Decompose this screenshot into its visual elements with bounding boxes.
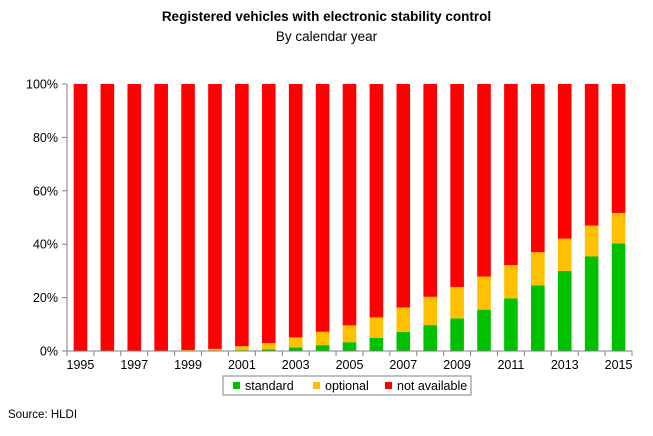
legend-box <box>222 375 472 396</box>
chart-title: Registered vehicles with electronic stab… <box>161 9 492 24</box>
y-tick-label: 0% <box>40 345 58 359</box>
bar-not-available-1999 <box>181 84 195 350</box>
bar-optional-2009 <box>450 286 464 319</box>
bar-optional-2012 <box>531 252 545 286</box>
bar-not-available-2003 <box>288 84 303 338</box>
bar-standard-2009 <box>450 318 464 351</box>
x-tick-label: 2001 <box>228 358 256 372</box>
bar-standard-2002 <box>261 349 276 351</box>
legend-label-standard: standard <box>245 379 294 393</box>
bar-standard-2003 <box>288 347 303 351</box>
bar-standard-2010 <box>477 309 491 351</box>
bar-optional-2008 <box>423 296 438 326</box>
x-tick-label: 2009 <box>443 358 471 372</box>
bar-standard-2015 <box>611 243 626 351</box>
source-note: Source: HLDI <box>8 409 78 421</box>
bar-optional-2007 <box>396 307 411 333</box>
bar-not-available-1998 <box>154 84 168 351</box>
legend-label-not-available: not available <box>397 379 467 393</box>
legend-label-optional: optional <box>325 379 369 393</box>
bar-optional-2011 <box>504 265 518 299</box>
bar-optional-2002 <box>261 342 276 350</box>
bar-not-available-2007 <box>396 84 411 308</box>
legend-swatch-optional <box>313 382 320 389</box>
y-tick-label: 40% <box>33 238 58 252</box>
bar-not-available-2006 <box>369 84 384 318</box>
x-tick-label: 1999 <box>174 358 202 372</box>
bar-optional-2005 <box>342 325 357 343</box>
bar-optional-2004 <box>315 331 330 346</box>
bar-standard-2014 <box>584 256 599 351</box>
y-tick-label: 100% <box>26 78 58 92</box>
bar-optional-2014 <box>584 225 599 257</box>
bar-not-available-2000 <box>208 84 222 349</box>
bar-optional-1999 <box>181 349 195 351</box>
bar-optional-2001 <box>235 346 249 351</box>
y-tick-label: 20% <box>33 291 58 305</box>
x-tick-label: 1997 <box>120 358 148 372</box>
bar-optional-2015 <box>611 212 626 244</box>
bar-not-available-2005 <box>342 84 357 326</box>
bar-standard-2013 <box>557 270 572 351</box>
bar-not-available-2001 <box>235 84 249 347</box>
chart-subtitle: By calendar year <box>275 29 378 44</box>
bar-optional-2000 <box>208 348 222 351</box>
x-tick-label: 2013 <box>551 358 579 372</box>
bar-standard-2008 <box>423 325 438 351</box>
bar-not-available-2008 <box>423 84 438 297</box>
x-tick-label: 1995 <box>67 358 95 372</box>
bar-standard-2012 <box>531 285 545 351</box>
bar-standard-2011 <box>504 298 518 351</box>
legend-swatch-not-available <box>385 382 392 389</box>
bar-optional-2006 <box>369 317 384 338</box>
legend-swatch-standard <box>233 382 240 389</box>
bar-not-available-2010 <box>477 84 491 277</box>
x-tick-label: 2015 <box>605 358 633 372</box>
bar-standard-2004 <box>315 345 330 351</box>
x-tick-label: 2011 <box>497 358 524 372</box>
bar-not-available-1997 <box>127 84 142 351</box>
bar-not-available-2004 <box>315 84 330 332</box>
bar-not-available-2014 <box>584 84 599 226</box>
bar-standard-2006 <box>369 337 384 351</box>
bar-standard-2005 <box>342 342 357 351</box>
bar-optional-2013 <box>557 238 572 271</box>
bar-optional-2003 <box>288 337 303 348</box>
x-tick-label: 2005 <box>336 358 364 372</box>
bar-not-available-2013 <box>557 84 572 239</box>
bar-not-available-2009 <box>450 84 464 287</box>
bar-optional-2010 <box>477 276 491 310</box>
bar-not-available-2012 <box>531 84 545 253</box>
bar-standard-2007 <box>396 332 411 351</box>
x-tick-label: 2007 <box>389 358 417 372</box>
y-tick-label: 60% <box>33 184 58 198</box>
bar-not-available-2002 <box>261 84 276 343</box>
bar-not-available-1995 <box>73 84 88 351</box>
bar-not-available-2011 <box>504 84 518 266</box>
bar-not-available-2015 <box>611 84 626 213</box>
x-tick-label: 2003 <box>282 358 310 372</box>
bar-not-available-1996 <box>100 84 115 351</box>
y-tick-label: 80% <box>33 131 58 145</box>
